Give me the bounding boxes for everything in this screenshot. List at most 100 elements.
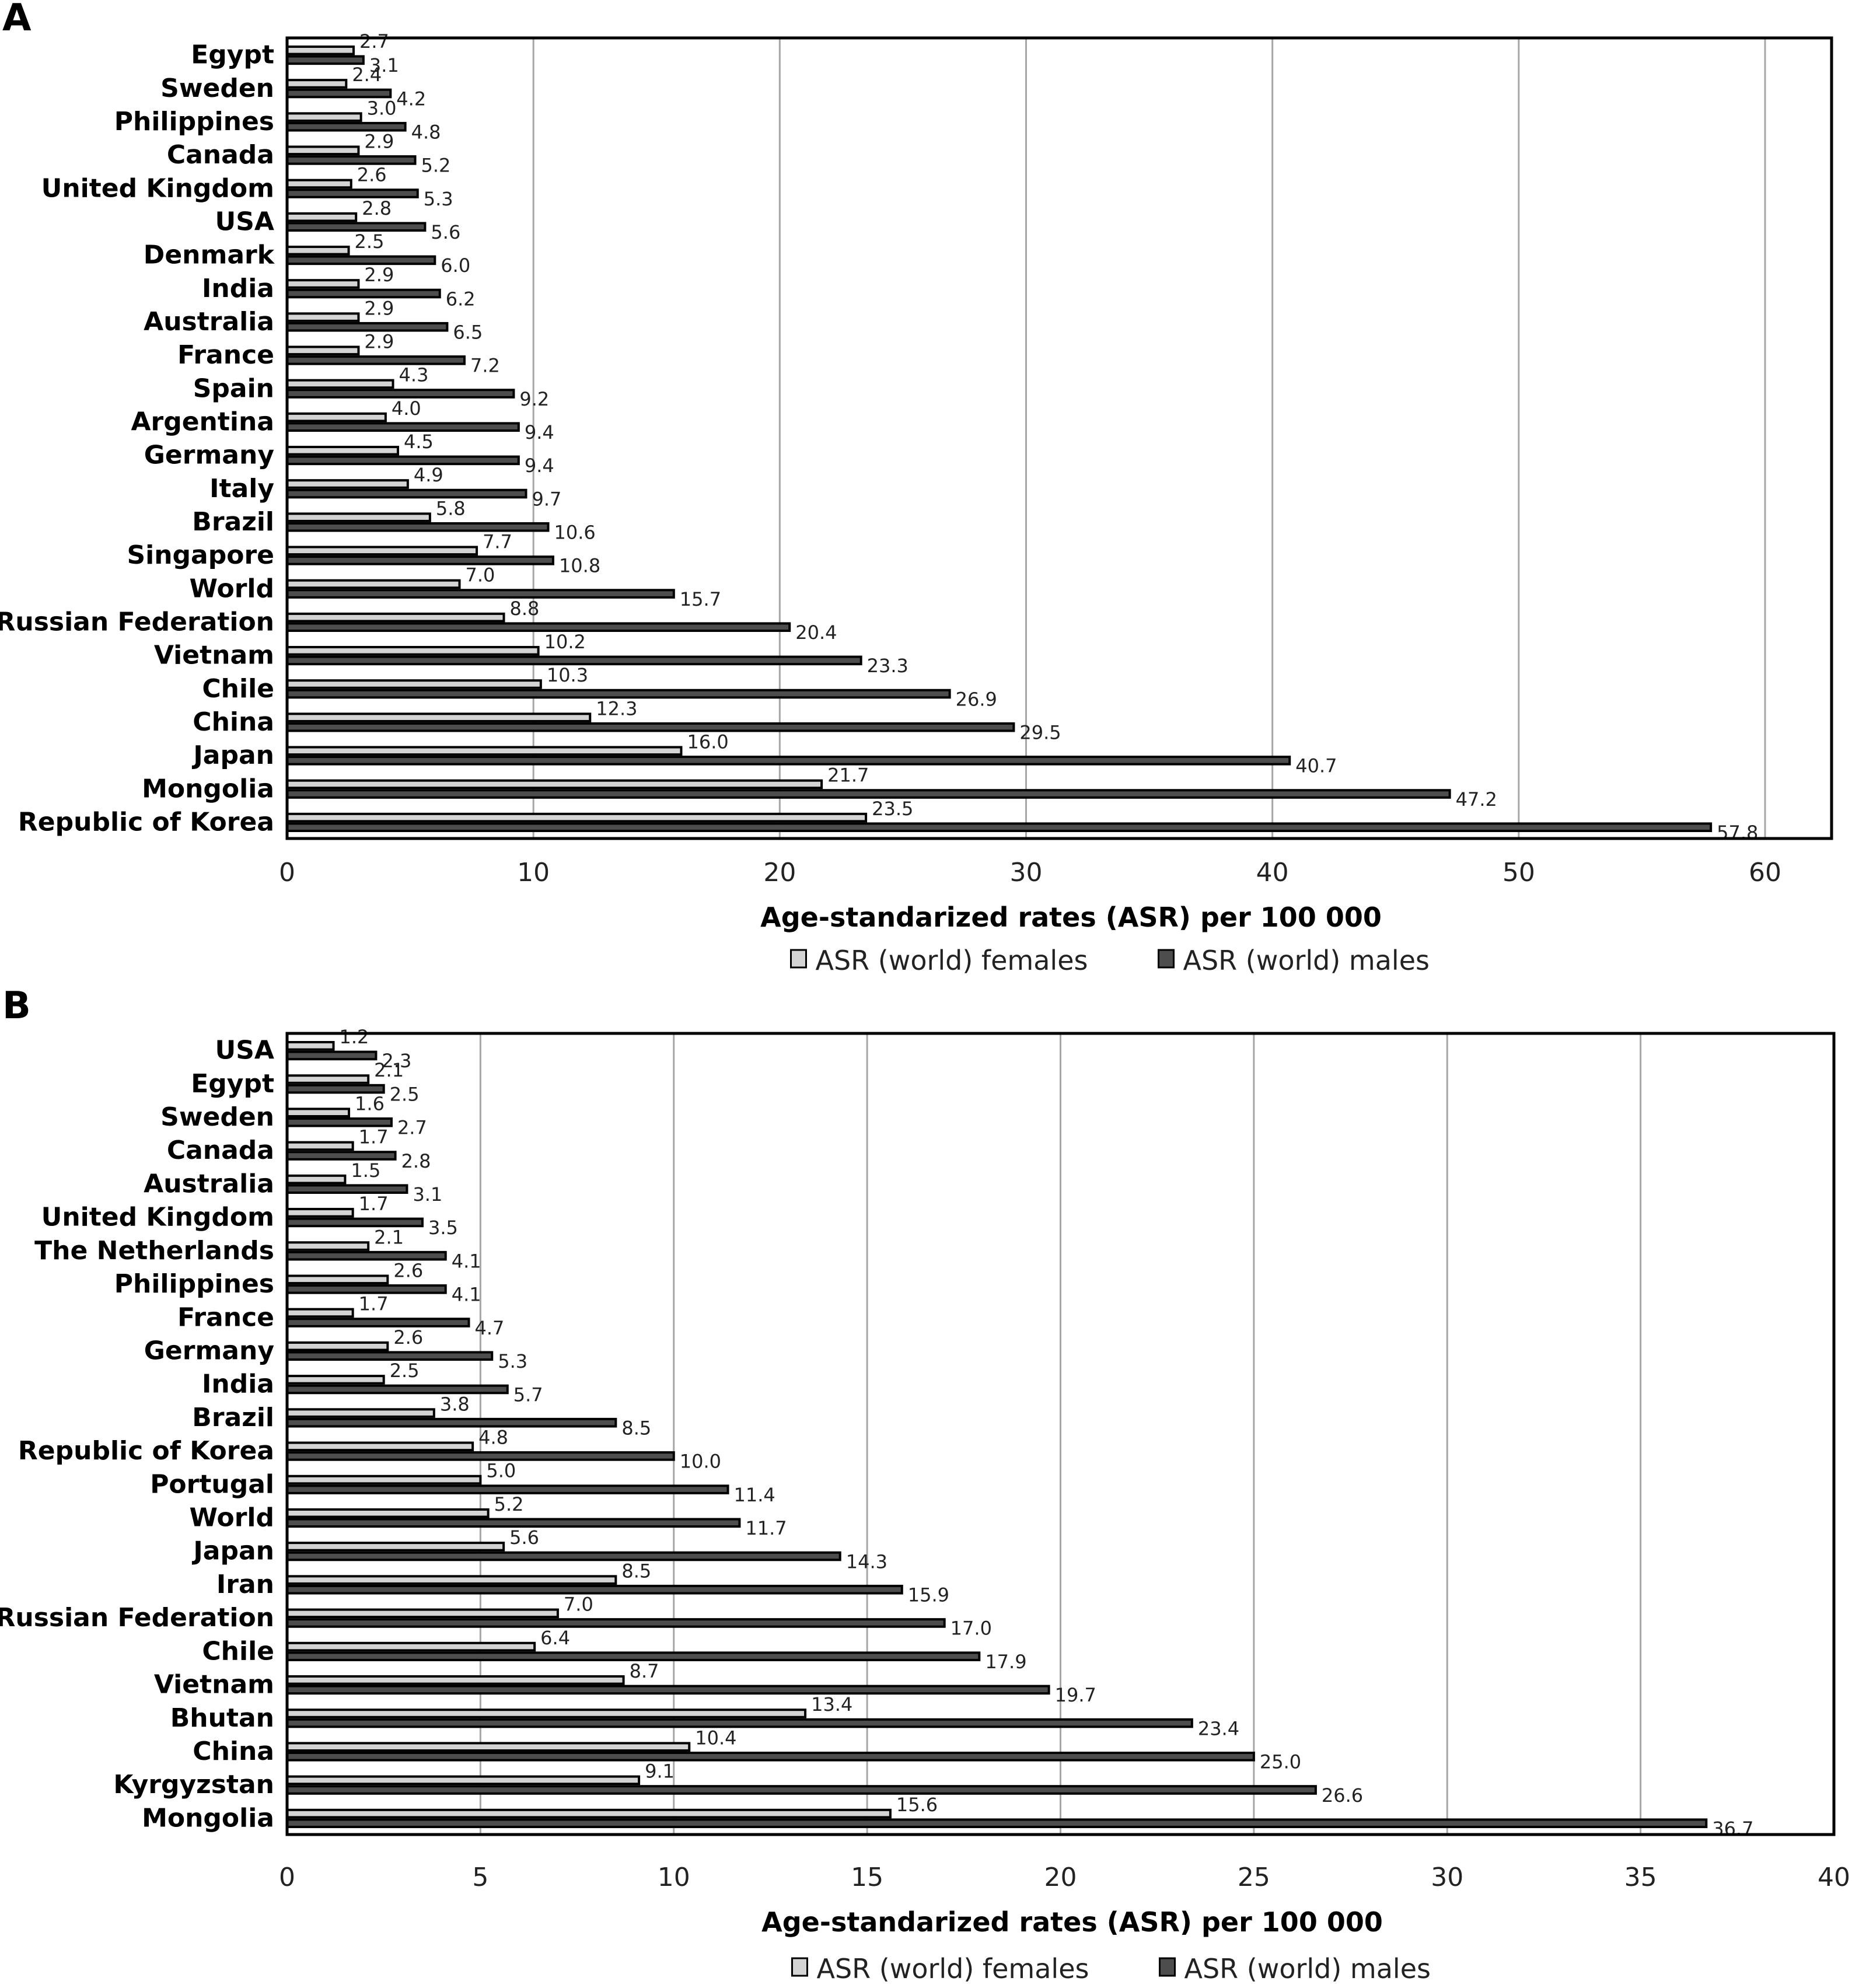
value-label-males: 4.2 [396,88,426,110]
category-label: Bhutan [170,1703,274,1733]
value-label-males: 5.2 [421,155,451,177]
bar-males [286,55,365,65]
x-tick-label: 30 [1010,858,1043,888]
category-label: Chile [202,1636,274,1666]
bar-males [286,1584,903,1595]
bar-males [286,1318,470,1327]
value-label-males: 23.3 [867,655,908,677]
category-label: Chile [202,674,274,704]
value-label-males: 9.4 [525,421,554,443]
x-tick-label: 15 [851,1863,883,1892]
category-label: Denmark [144,240,275,270]
bar-males [286,1284,447,1294]
bar-males [286,1217,424,1228]
value-label-females: 2.8 [362,197,392,219]
bar-females [286,1208,354,1218]
category-label: Germany [144,441,274,470]
category-label: Germany [144,1336,274,1365]
bar-males [286,88,392,99]
bar-females [286,1508,490,1518]
value-label-males: 11.4 [734,1484,775,1506]
bar-females [286,79,348,89]
category-label: Vietnam [154,1670,274,1700]
category-label: Republic of Korea [18,1436,274,1466]
bar-males [286,1551,841,1561]
value-label-males: 6.5 [453,321,483,343]
category-label: Singapore [127,540,274,570]
x-tick-label: 35 [1624,1863,1657,1892]
bar-males [286,1417,617,1428]
value-label-females: 1.6 [355,1092,385,1114]
category-label: Spain [193,373,274,403]
bar-males [286,422,520,432]
bar-females [286,379,394,389]
bar-females [286,512,431,522]
bar-males [286,756,1291,766]
value-label-females: 2.6 [357,164,387,186]
value-label-males: 17.0 [951,1617,992,1640]
legend-swatch-females [791,1957,808,1977]
value-label-females: 5.0 [486,1460,516,1482]
value-label-males: 11.7 [745,1517,787,1539]
value-label-males: 19.7 [1055,1684,1096,1706]
value-label-males: 3.1 [369,54,399,76]
value-label-males: 29.5 [1019,721,1061,743]
category-label: Sweden [160,74,274,103]
value-label-males: 15.9 [908,1584,949,1606]
bar-females [286,446,399,456]
value-label-females: 2.4 [352,64,382,86]
x-tick-label: 20 [763,858,796,888]
category-label: Mongolia [142,774,274,803]
x-axis-title: Age-standarized rates (ASR) per 100 000 [760,902,1382,933]
bar-females [286,246,350,256]
x-axis-title: Age-standarized rates (ASR) per 100 000 [761,1906,1383,1938]
value-label-males: 4.1 [452,1284,481,1306]
bar-males [286,1084,385,1094]
bar-females [286,1675,625,1685]
legend-label-females: ASR (world) females [816,945,1088,976]
bar-females [286,1341,389,1351]
value-label-males: 10.6 [554,521,595,543]
value-label-males: 7.2 [470,355,500,377]
bar-females [286,712,592,722]
category-label: Italy [209,474,274,504]
bar-males [286,555,554,565]
category-label: Japan [191,740,274,770]
x-tick-label: 10 [658,1863,690,1892]
value-label-males: 40.7 [1295,755,1337,777]
bar-females [286,1274,389,1285]
value-label-males: 47.2 [1456,788,1497,810]
bar-males [286,655,862,666]
bar-males [286,389,515,399]
value-label-males: 17.9 [985,1651,1026,1673]
category-label: World [190,1503,274,1533]
value-label-females: 10.2 [544,631,586,653]
bar-females [286,1608,559,1619]
bar-females [286,579,461,589]
value-label-males: 2.7 [397,1117,427,1139]
category-label: Kyrgyzstan [113,1770,274,1800]
value-label-females: 6.4 [540,1627,570,1649]
category-label: Australia [144,1169,274,1199]
value-label-females: 4.9 [414,464,443,486]
category-label: India [202,1369,274,1399]
bar-females [286,746,683,756]
value-label-males: 4.1 [452,1250,481,1272]
bar-males [286,1050,378,1061]
plot-frame [285,36,1833,840]
bar-females [286,1475,482,1485]
category-label: Argentina [131,407,274,436]
value-label-males: 5.3 [424,188,453,210]
category-label: Russian Federation [0,1603,274,1633]
category-label: Australia [144,307,274,337]
value-label-males: 26.6 [1322,1784,1363,1807]
bar-females [286,279,360,289]
bar-females [286,1074,370,1084]
value-label-females: 5.6 [509,1526,539,1549]
bar-females [286,1575,617,1585]
bar-males [286,455,520,466]
x-tick-label: 10 [517,858,550,888]
value-label-females: 10.4 [695,1727,736,1749]
value-label-females: 10.3 [547,664,588,686]
value-label-females: 8.5 [621,1560,651,1582]
